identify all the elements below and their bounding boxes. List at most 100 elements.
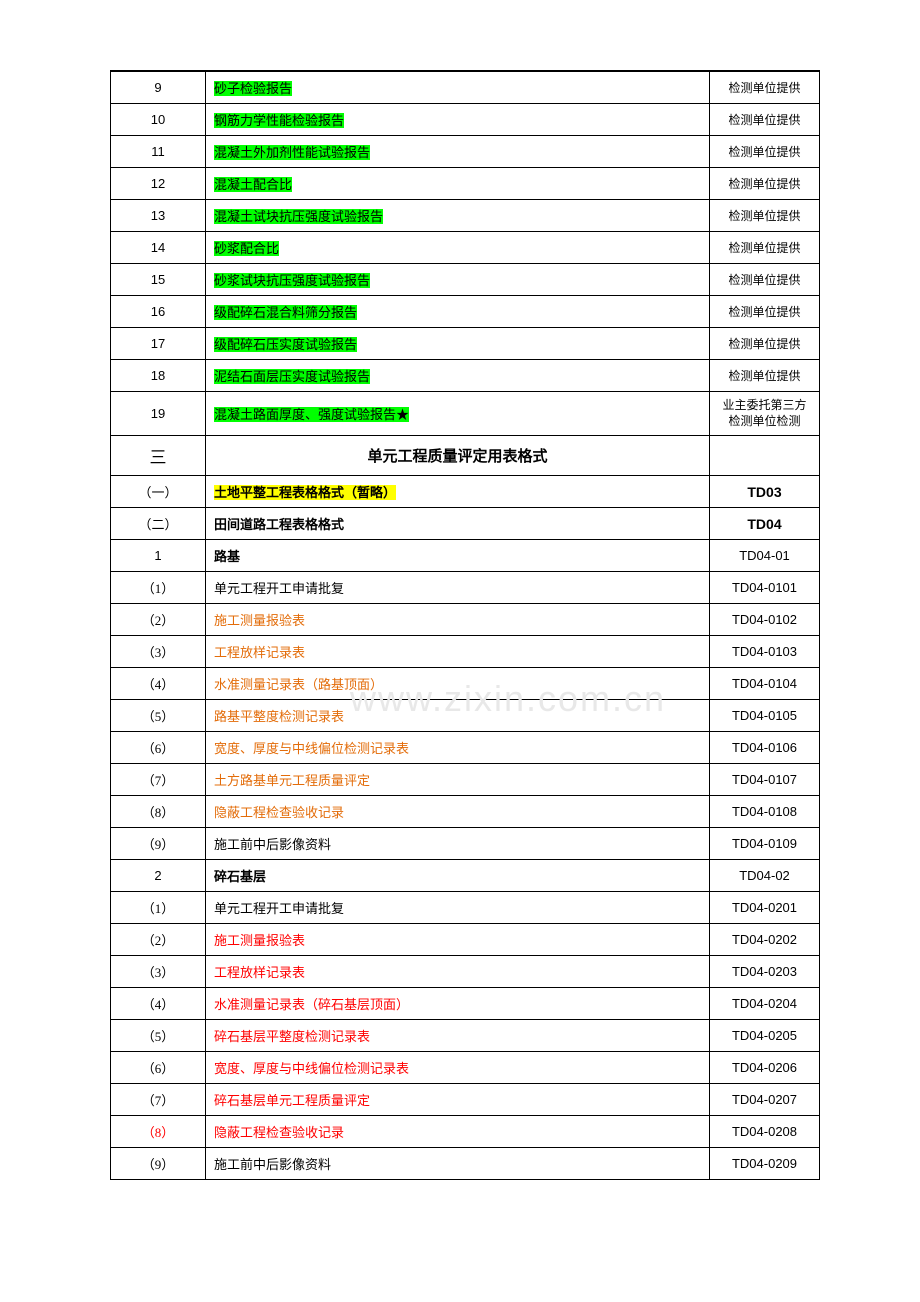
row-index: （6） [111,1052,206,1084]
table-row: 19混凝土路面厚度、强度试验报告★业主委托第三方检测单位检测 [111,392,820,436]
row-index: 15 [111,264,206,296]
row-remark [710,436,820,476]
row-remark: TD04-0204 [710,988,820,1020]
row-index: （2） [111,604,206,636]
row-content: 宽度、厚度与中线偏位检测记录表 [206,732,710,764]
row-content: 混凝土试块抗压强度试验报告 [206,200,710,232]
table-row: 16级配碎石混合料筛分报告检测单位提供 [111,296,820,328]
row-content: 混凝土配合比 [206,168,710,200]
table-row: （4）水准测量记录表（路基顶面）TD04-0104 [111,668,820,700]
row-content: 砂浆配合比 [206,232,710,264]
table-row: （8）隐蔽工程检查验收记录TD04-0208 [111,1116,820,1148]
row-index: 12 [111,168,206,200]
row-remark: TD04-0104 [710,668,820,700]
row-index: 14 [111,232,206,264]
row-content: 单元工程质量评定用表格式 [206,436,710,476]
row-remark: TD04-0202 [710,924,820,956]
table-row: 17级配碎石压实度试验报告检测单位提供 [111,328,820,360]
row-remark: TD04-0106 [710,732,820,764]
row-index: （9） [111,1148,206,1180]
row-content: 级配碎石混合料筛分报告 [206,296,710,328]
row-index: （二） [111,508,206,540]
row-index: （8） [111,1116,206,1148]
row-remark: TD04-02 [710,860,820,892]
row-remark: TD04-0201 [710,892,820,924]
row-content: 施工前中后影像资料 [206,828,710,860]
row-remark: TD04-0207 [710,1084,820,1116]
row-index: （7） [111,1084,206,1116]
table-row: （1）单元工程开工申请批复TD04-0101 [111,572,820,604]
row-index: 13 [111,200,206,232]
row-index: 三 [111,436,206,476]
table-row: （5）碎石基层平整度检测记录表TD04-0205 [111,1020,820,1052]
row-remark: 检测单位提供 [710,296,820,328]
table-row: （6）宽度、厚度与中线偏位检测记录表TD04-0106 [111,732,820,764]
table-row: 13混凝土试块抗压强度试验报告检测单位提供 [111,200,820,232]
table-row: （2）施工测量报验表TD04-0102 [111,604,820,636]
table-row: 9砂子检验报告检测单位提供 [111,72,820,104]
row-content: 施工前中后影像资料 [206,1148,710,1180]
row-remark: 检测单位提供 [710,264,820,296]
row-content: 混凝土路面厚度、强度试验报告★ [206,392,710,436]
row-remark: 检测单位提供 [710,72,820,104]
table-row: （7）土方路基单元工程质量评定TD04-0107 [111,764,820,796]
row-content: 施工测量报验表 [206,924,710,956]
row-content: 砂子检验报告 [206,72,710,104]
table-row: 15砂浆试块抗压强度试验报告检测单位提供 [111,264,820,296]
row-index: （1） [111,892,206,924]
row-index: （一） [111,476,206,508]
row-index: （4） [111,988,206,1020]
row-content: 隐蔽工程检查验收记录 [206,796,710,828]
row-content: 土方路基单元工程质量评定 [206,764,710,796]
row-remark: TD04 [710,508,820,540]
row-remark: TD04-0208 [710,1116,820,1148]
row-index: （8） [111,796,206,828]
row-index: （9） [111,828,206,860]
row-content: 路基平整度检测记录表 [206,700,710,732]
row-content: 钢筋力学性能检验报告 [206,104,710,136]
row-index: 17 [111,328,206,360]
table-row: 三单元工程质量评定用表格式 [111,436,820,476]
row-index: （4） [111,668,206,700]
row-remark: 检测单位提供 [710,328,820,360]
row-content: 碎石基层平整度检测记录表 [206,1020,710,1052]
row-remark: TD04-0209 [710,1148,820,1180]
row-index: （3） [111,636,206,668]
row-content: 混凝土外加剂性能试验报告 [206,136,710,168]
row-remark: TD04-0108 [710,796,820,828]
row-remark: 检测单位提供 [710,168,820,200]
row-remark: TD04-0206 [710,1052,820,1084]
table-row: （9）施工前中后影像资料TD04-0109 [111,828,820,860]
row-index: （5） [111,1020,206,1052]
row-index: （2） [111,924,206,956]
row-remark: TD04-0103 [710,636,820,668]
row-content: 单元工程开工申请批复 [206,892,710,924]
table-row: （二）田间道路工程表格格式TD04 [111,508,820,540]
row-remark: TD04-0109 [710,828,820,860]
row-content: 隐蔽工程检查验收记录 [206,1116,710,1148]
row-index: （6） [111,732,206,764]
table-row: （1）单元工程开工申请批复TD04-0201 [111,892,820,924]
table-row: 1路基TD04-01 [111,540,820,572]
row-remark: 检测单位提供 [710,104,820,136]
row-content: 水准测量记录表（路基顶面） [206,668,710,700]
row-content: 单元工程开工申请批复 [206,572,710,604]
table-row: （4）水准测量记录表（碎石基层顶面）TD04-0204 [111,988,820,1020]
row-content: 施工测量报验表 [206,604,710,636]
row-index: （5） [111,700,206,732]
row-remark: 检测单位提供 [710,360,820,392]
table-row: 12混凝土配合比检测单位提供 [111,168,820,200]
row-index: 11 [111,136,206,168]
row-remark: TD04-01 [710,540,820,572]
row-index: 10 [111,104,206,136]
row-remark: 业主委托第三方检测单位检测 [710,392,820,436]
row-index: 18 [111,360,206,392]
table-row: 14砂浆配合比检测单位提供 [111,232,820,264]
table-row: （8）隐蔽工程检查验收记录TD04-0108 [111,796,820,828]
row-remark: TD04-0107 [710,764,820,796]
table-row: 2碎石基层TD04-02 [111,860,820,892]
row-content: 工程放样记录表 [206,956,710,988]
row-content: 田间道路工程表格格式 [206,508,710,540]
row-content: 砂浆试块抗压强度试验报告 [206,264,710,296]
page-container: 9砂子检验报告检测单位提供10钢筋力学性能检验报告检测单位提供11混凝土外加剂性… [110,70,820,1180]
